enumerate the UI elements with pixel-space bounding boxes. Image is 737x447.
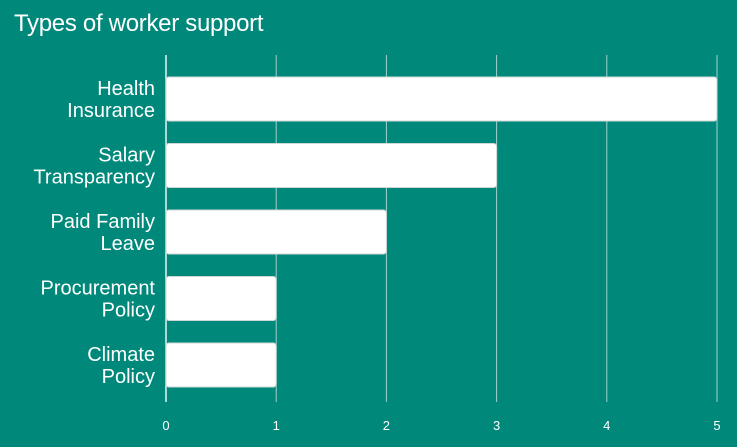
category-label-line: Salary [98, 145, 155, 167]
category-label-1: Salary Transparency [33, 145, 155, 189]
category-label-2: Paid Family Leave [51, 211, 155, 255]
bar-0 [165, 76, 718, 122]
category-label-line: Procurement [41, 278, 156, 300]
category-label-line: Insurance [67, 100, 155, 122]
category-label-line: Climate [87, 344, 155, 366]
bar-2 [165, 209, 387, 255]
x-tick-label-0: 0 [162, 418, 169, 433]
category-label-3: Procurement Policy [41, 278, 156, 322]
category-label-line: Policy [102, 366, 155, 388]
chart-title: Types of worker support [14, 10, 264, 37]
category-label-0: Health Insurance [67, 78, 155, 122]
category-label-4: Climate Policy [87, 344, 155, 388]
x-tick-label-5: 5 [713, 418, 720, 433]
category-label-line: Health [97, 78, 155, 100]
category-label-line: Policy [102, 300, 155, 322]
category-label-line: Leave [101, 233, 156, 255]
bar-1 [165, 143, 498, 188]
x-tick-label-4: 4 [603, 418, 610, 433]
x-tick-label-2: 2 [383, 418, 390, 433]
category-label-line: Transparency [33, 167, 155, 189]
bar-3 [165, 276, 277, 321]
bar-4 [165, 342, 277, 388]
category-label-line: Paid Family [51, 211, 155, 233]
x-tick-label-3: 3 [493, 418, 500, 433]
x-tick-label-1: 1 [273, 418, 280, 433]
